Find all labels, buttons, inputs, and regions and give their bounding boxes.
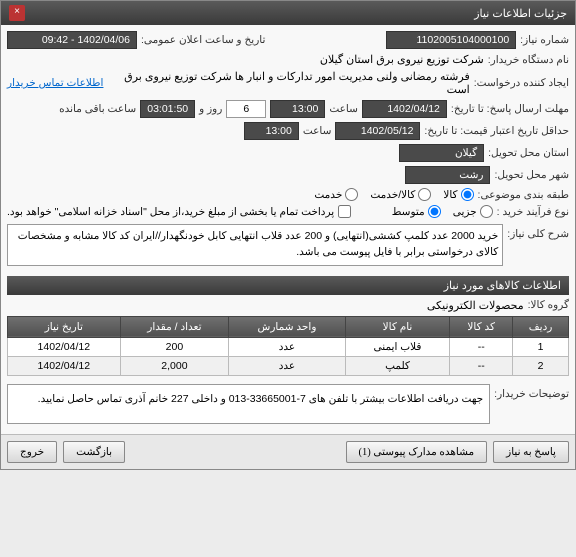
group-label: گروه کالا:	[528, 299, 569, 311]
deadline-label: مهلت ارسال پاسخ: تا تاریخ:	[451, 103, 569, 115]
th-qty: تعداد / مقدار	[120, 316, 229, 337]
buyer-org-label: نام دستگاه خریدار:	[488, 54, 569, 66]
process-radio-group: جزیی متوسط	[392, 205, 493, 218]
table-row[interactable]: 1 -- قلاب ایمنی عدد 200 1402/04/12	[8, 337, 569, 356]
payment-checkbox[interactable]	[338, 205, 351, 218]
notes-label: توضیحات خریدار:	[494, 384, 569, 400]
deadline-time: 13:00	[270, 100, 325, 118]
radio-jozi[interactable]: جزیی	[453, 205, 493, 218]
reply-button[interactable]: پاسخ به نیاز	[493, 441, 569, 463]
city-field: رشت	[405, 166, 490, 184]
min-valid-time: 13:00	[244, 122, 299, 140]
creator-value: فرشته رمضانی ولنی مدیریت امور تدارکات و …	[107, 70, 469, 96]
radio-kala[interactable]: کالا	[443, 188, 473, 201]
cell: 1	[513, 337, 569, 356]
radio-motavaset[interactable]: متوسط	[392, 205, 441, 218]
th-code: کد کالا	[450, 316, 513, 337]
exit-button[interactable]: خروج	[7, 441, 57, 463]
titlebar: جزئیات اطلاعات نیاز ×	[1, 1, 575, 25]
announce-label: تاریخ و ساعت اعلان عمومی:	[141, 34, 265, 46]
announce-field: 1402/04/06 - 09:42	[7, 31, 137, 49]
radio-kala-input[interactable]	[461, 188, 474, 201]
process-label: نوع فرآیند خرید :	[497, 206, 569, 218]
cell: 1402/04/12	[8, 337, 121, 356]
payment-checkbox-row: پرداخت تمام یا بخشی از مبلغ خرید،از محل …	[7, 205, 351, 218]
table-row[interactable]: 2 -- کلمپ عدد 2,000 1402/04/12	[8, 356, 569, 375]
items-section-header: اطلاعات کالاهای مورد نیاز	[7, 276, 569, 295]
group-value: محصولات الکترونیکی	[427, 299, 524, 312]
cell: قلاب ایمنی	[345, 337, 450, 356]
table-header-row: ردیف کد کالا نام کالا واحد شمارش تعداد /…	[8, 316, 569, 337]
window-title: جزئیات اطلاعات نیاز	[474, 7, 567, 20]
radio-khadamat-input[interactable]	[345, 188, 358, 201]
summary-label: شرح کلی نیاز:	[507, 224, 569, 240]
notes-box: جهت دریافت اطلاعات بیشتر با تلفن های 7-3…	[7, 384, 490, 424]
city-label: شهر محل تحویل:	[494, 169, 569, 181]
table-body: 1 -- قلاب ایمنی عدد 200 1402/04/12 2 -- …	[8, 337, 569, 375]
creator-label: ایجاد کننده درخواست:	[474, 77, 569, 89]
cell: 1402/04/12	[8, 356, 121, 375]
deadline-date: 1402/04/12	[362, 100, 447, 118]
cell: عدد	[229, 356, 346, 375]
rooz-label: روز و	[199, 103, 222, 115]
th-date: تاریخ نیاز	[8, 316, 121, 337]
cell: --	[450, 337, 513, 356]
min-valid-label: حداقل تاریخ اعتبار قیمت: تا تاریخ:	[424, 125, 569, 137]
radio-service-input[interactable]	[418, 188, 431, 201]
radio-khadamat[interactable]: خدمت	[314, 188, 358, 201]
remain-suffix: ساعت باقی مانده	[59, 103, 136, 115]
need-no-field: 1102005104000100	[386, 31, 516, 49]
min-valid-date: 1402/05/12	[335, 122, 420, 140]
cell: 2	[513, 356, 569, 375]
radio-jozi-input[interactable]	[480, 205, 493, 218]
cell: --	[450, 356, 513, 375]
saat-label-2: ساعت	[303, 125, 332, 137]
cell: 2,000	[120, 356, 229, 375]
th-row: ردیف	[513, 316, 569, 337]
province-label: استان محل تحویل:	[488, 147, 569, 159]
content-area: شماره نیاز: 1102005104000100 تاریخ و ساع…	[1, 25, 575, 434]
attachments-button[interactable]: مشاهده مدارک پیوستی (1)	[346, 441, 488, 463]
back-button[interactable]: بازگشت	[63, 441, 125, 463]
main-window: جزئیات اطلاعات نیاز × شماره نیاز: 110200…	[0, 0, 576, 470]
payment-note: پرداخت تمام یا بخشی از مبلغ خرید،از محل …	[7, 206, 334, 218]
budget-label: طبقه بندی موضوعی:	[478, 189, 569, 201]
items-table: ردیف کد کالا نام کالا واحد شمارش تعداد /…	[7, 316, 569, 376]
th-unit: واحد شمارش	[229, 316, 346, 337]
remain-time: 03:01:50	[140, 100, 195, 118]
remain-days: 6	[226, 100, 266, 118]
cell: عدد	[229, 337, 346, 356]
button-bar: پاسخ به نیاز مشاهده مدارک پیوستی (1) باز…	[1, 434, 575, 469]
buyer-org-value: شرکت توزیع نیروی برق استان گیلان	[320, 53, 484, 66]
radio-service[interactable]: کالا/خدمت	[370, 188, 431, 201]
th-name: نام کالا	[345, 316, 450, 337]
radio-motavaset-input[interactable]	[428, 205, 441, 218]
contact-link[interactable]: اطلاعات تماس خریدار	[7, 77, 103, 89]
category-radio-group: کالا کالا/خدمت خدمت	[314, 188, 473, 201]
summary-box: خرید 2000 عدد کلمپ کششی(انتهایی) و 200 ع…	[7, 224, 503, 266]
close-icon[interactable]: ×	[9, 5, 25, 21]
saat-label-1: ساعت	[329, 103, 358, 115]
cell: 200	[120, 337, 229, 356]
cell: کلمپ	[345, 356, 450, 375]
need-no-label: شماره نیاز:	[520, 34, 569, 46]
province-field: گیلان	[399, 144, 484, 162]
